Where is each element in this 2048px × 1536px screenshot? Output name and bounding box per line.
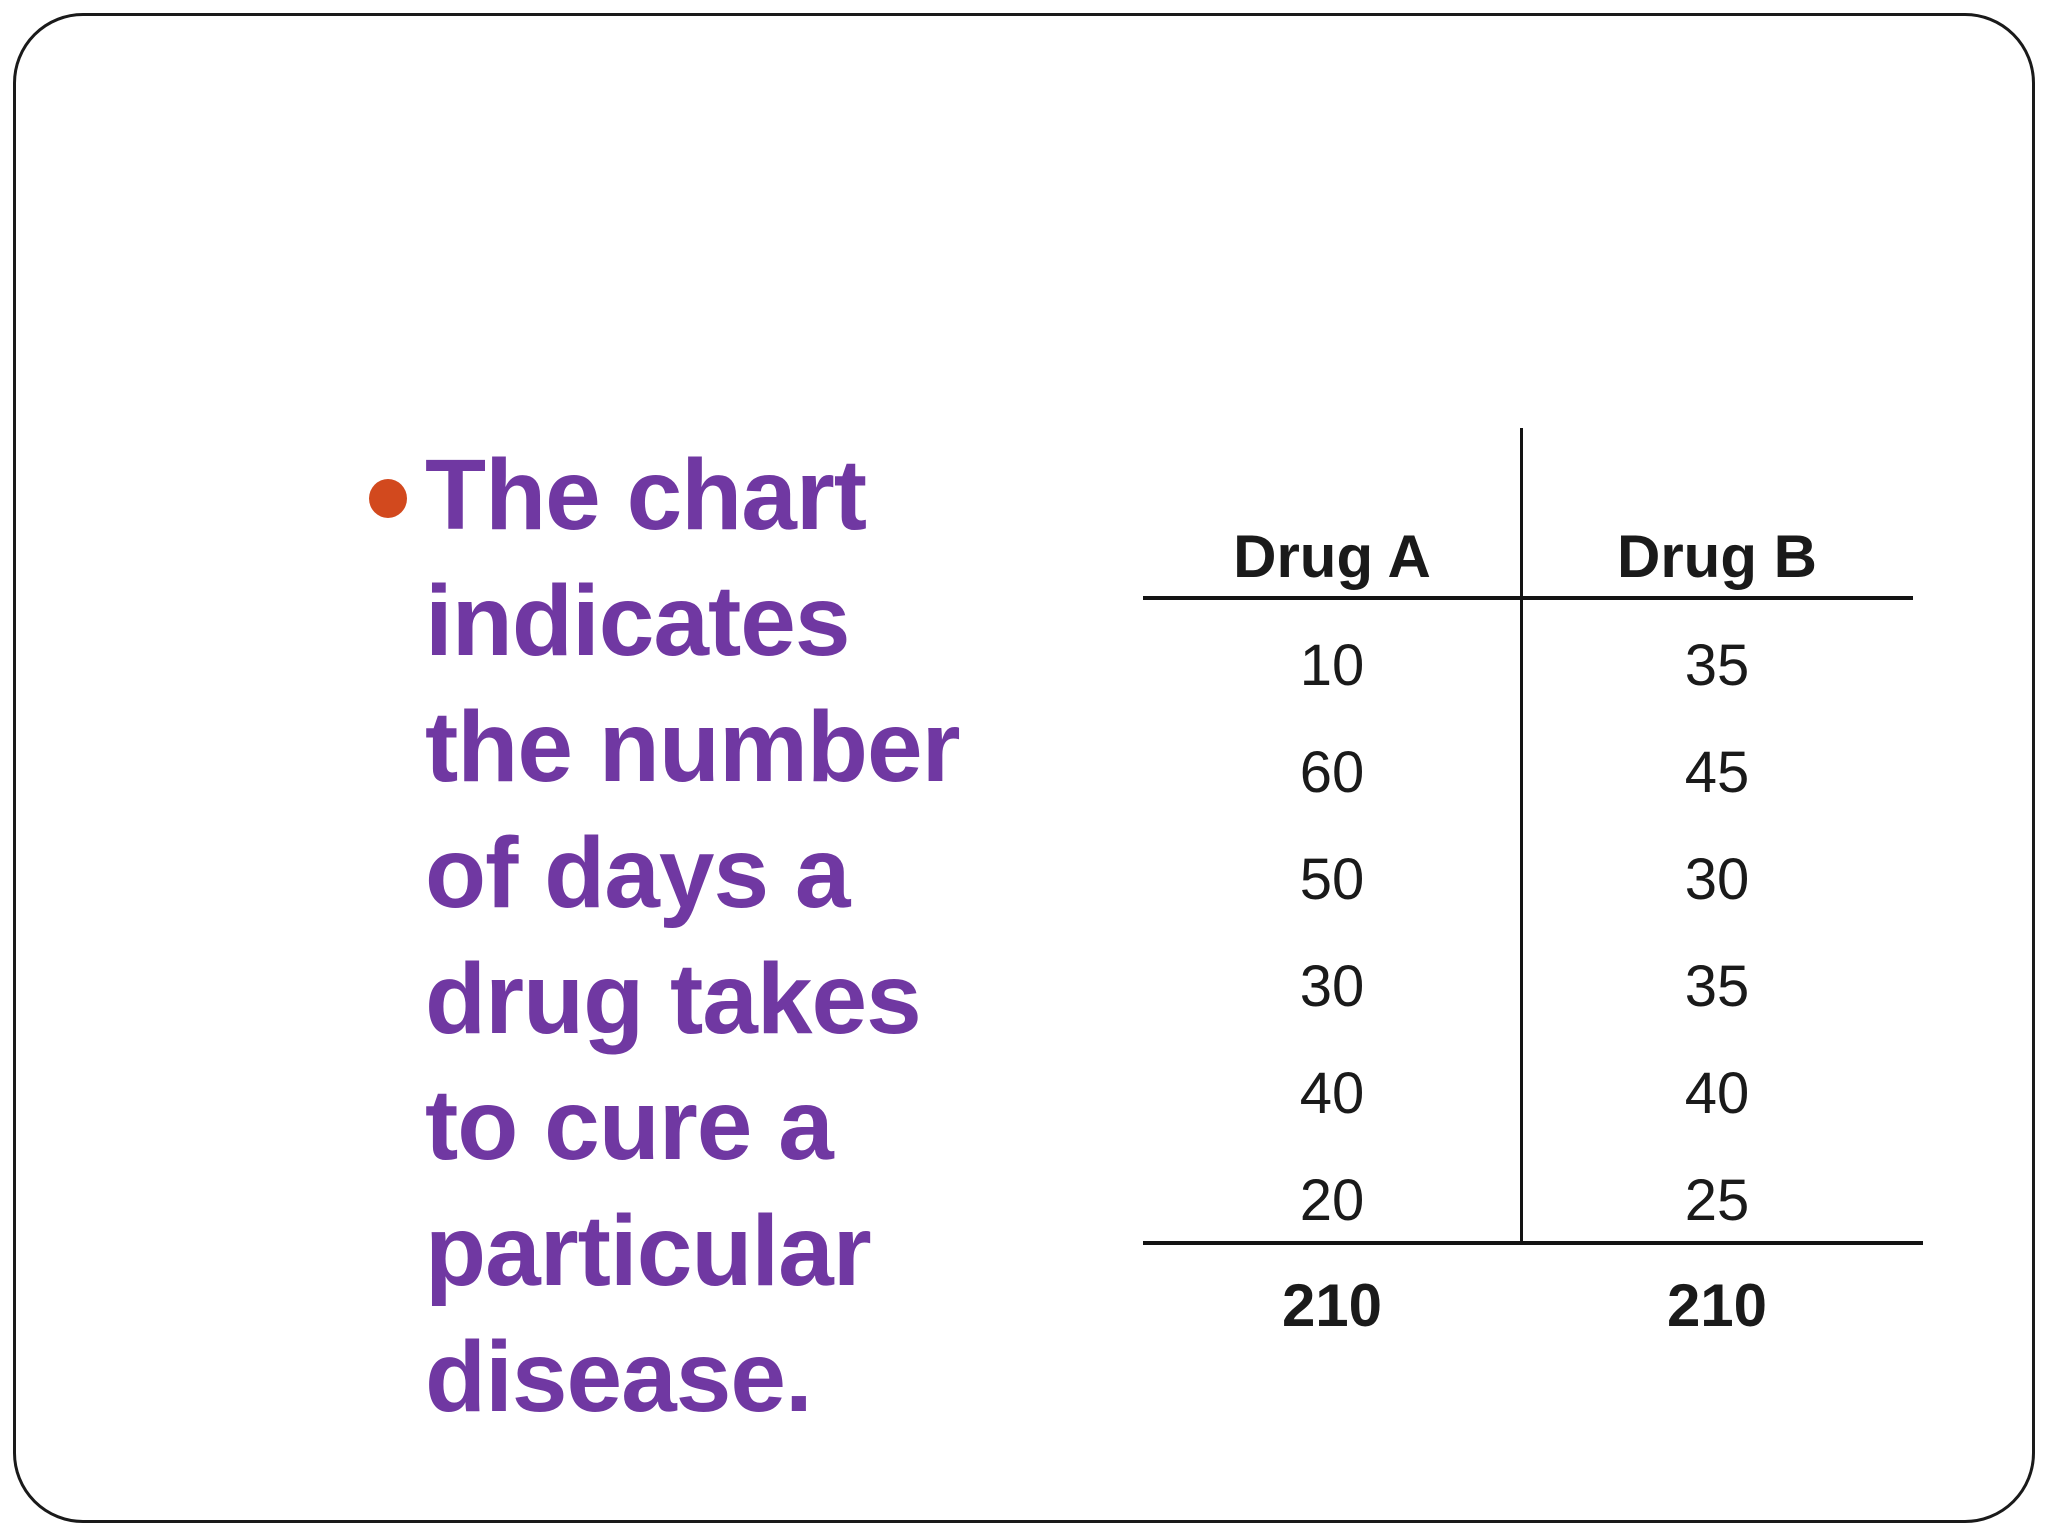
text-line: indicates — [425, 565, 851, 677]
table-cell: 35 — [1684, 633, 1750, 698]
column-header-drug-b: Drug B — [1617, 522, 1817, 590]
text-line: The chart — [425, 439, 867, 551]
table-cell: 45 — [1684, 740, 1750, 805]
table-totals-row: 210 210 — [1143, 1252, 1913, 1359]
table-cell: 30 — [1299, 954, 1365, 1019]
table-header-underline — [1143, 596, 1913, 600]
table-cell: 30 — [1684, 847, 1750, 912]
text-line: of days a — [425, 817, 851, 929]
table-cell: 20 — [1299, 1168, 1365, 1233]
slide-body-text: The chart indicates the number of days a… — [425, 432, 1085, 1440]
table-row: 50 30 — [1143, 826, 1913, 933]
table-cell: 25 — [1684, 1168, 1750, 1233]
text-line: particular — [425, 1195, 872, 1307]
total-drug-b: 210 — [1666, 1272, 1768, 1339]
text-line: to cure a — [425, 1069, 834, 1181]
text-line: disease. — [425, 1321, 813, 1433]
table-cell: 60 — [1299, 740, 1365, 805]
total-drug-a: 210 — [1281, 1272, 1383, 1339]
table-row: 40 40 — [1143, 1040, 1913, 1147]
table-row: 20 25 — [1143, 1147, 1913, 1254]
slide-border-frame — [13, 13, 2035, 1523]
text-line: the number — [425, 691, 960, 803]
table-cell: 10 — [1299, 633, 1365, 698]
text-line: drug takes — [425, 943, 922, 1055]
table-cell: 50 — [1299, 847, 1365, 912]
table-row: 10 35 — [1143, 612, 1913, 719]
table-total-line — [1143, 1241, 1923, 1245]
table-row: 30 35 — [1143, 933, 1913, 1040]
table-cell: 40 — [1684, 1061, 1750, 1126]
table-header-row: Drug A Drug B — [1143, 518, 1913, 594]
table-row: 60 45 — [1143, 719, 1913, 826]
column-header-drug-a: Drug A — [1233, 522, 1431, 590]
bullet-point-icon — [369, 479, 407, 518]
table-cell: 35 — [1684, 954, 1750, 1019]
table-column-divider-line — [1520, 428, 1523, 1243]
table-cell: 40 — [1299, 1061, 1365, 1126]
